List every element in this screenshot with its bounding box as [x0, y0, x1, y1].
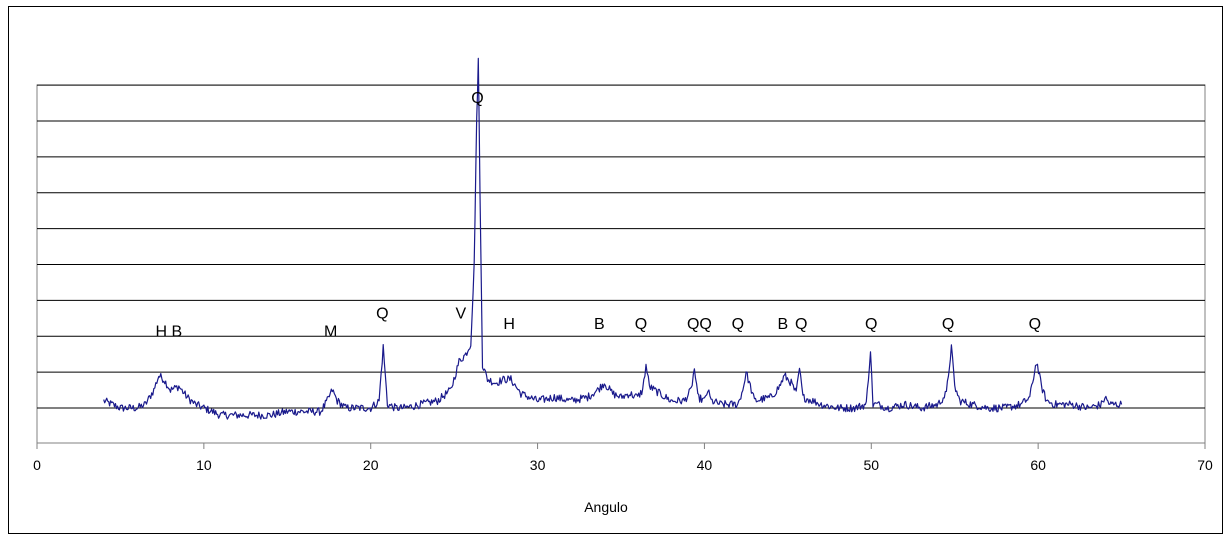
- x-tick-label: 60: [1030, 457, 1046, 473]
- x-tick-label: 40: [697, 457, 713, 473]
- peak-label: B: [594, 316, 605, 333]
- peak-label: B: [778, 316, 789, 333]
- series-group: [103, 57, 1123, 420]
- gridlines: [37, 84, 1205, 409]
- x-tick-label: 10: [196, 457, 212, 473]
- peak-label: Q: [376, 305, 388, 322]
- x-axis-title: Angulo: [584, 499, 628, 515]
- x-tick-label: 20: [363, 457, 379, 473]
- x-tick-label: 30: [530, 457, 546, 473]
- annotations: H B MQ VQH B Q QQ Q B Q Q Q Q: [155, 90, 1041, 340]
- peak-label: Q: [942, 316, 954, 333]
- x-tick-label: 0: [33, 457, 41, 473]
- peak-label: H B: [155, 323, 182, 340]
- peak-label: Q: [635, 316, 647, 333]
- peak-label: H: [503, 316, 515, 333]
- peak-label: QQ: [687, 316, 712, 333]
- x-tick-label: 50: [863, 457, 879, 473]
- peak-label: V: [455, 305, 466, 322]
- series-line: [103, 57, 1123, 420]
- peak-label: Q: [471, 90, 483, 107]
- peak-label: Q: [1029, 316, 1041, 333]
- peak-label: Q: [865, 316, 877, 333]
- axes: 0 10 20 30 40 50 60 70: [33, 442, 1213, 473]
- peak-label: Q: [732, 316, 744, 333]
- peak-label: M: [324, 323, 337, 340]
- x-tick-label: 70: [1197, 457, 1213, 473]
- peak-label: Q: [795, 316, 807, 333]
